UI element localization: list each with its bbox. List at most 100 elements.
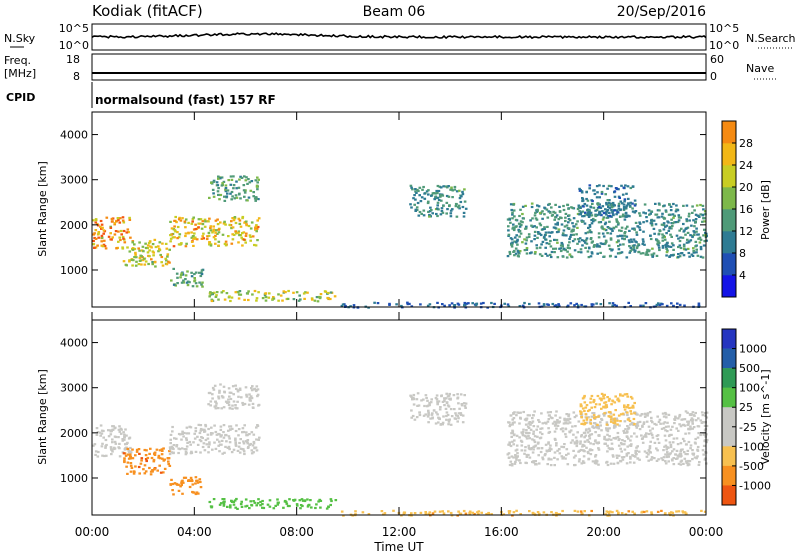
data-cell (169, 438, 172, 441)
data-cell (514, 218, 518, 221)
data-cell (629, 410, 632, 413)
data-cell (551, 422, 555, 425)
data-cell (462, 215, 466, 218)
data-cell (196, 435, 199, 438)
data-cell (463, 188, 466, 191)
data-cell (691, 234, 695, 237)
data-cell (611, 447, 614, 451)
data-cell (411, 397, 414, 400)
data-cell (93, 232, 96, 235)
data-cell (329, 297, 332, 301)
data-cell (126, 461, 130, 464)
data-cell (641, 413, 644, 416)
data-cell (117, 240, 120, 243)
data-cell (641, 238, 645, 241)
data-cell (628, 419, 632, 423)
data-cell (611, 400, 615, 403)
data-cell (509, 237, 513, 240)
data-cell (176, 225, 180, 229)
data-cell (610, 203, 614, 206)
data-cell (521, 304, 525, 307)
data-cell (122, 229, 126, 233)
data-cell (671, 425, 674, 428)
data-cell (143, 464, 147, 467)
data-cell (691, 458, 694, 461)
data-cell (179, 219, 183, 222)
data-cell (520, 449, 524, 452)
data-cell (439, 406, 442, 409)
data-cell (166, 255, 169, 258)
data-cell (418, 186, 422, 189)
data-cell (555, 442, 558, 445)
data-cell (418, 194, 421, 197)
data-cell (583, 202, 587, 206)
data-cell (689, 239, 693, 242)
data-cell (524, 227, 527, 230)
data-cell (601, 232, 605, 235)
data-cell (693, 209, 696, 212)
data-cell (590, 449, 594, 452)
data-cell (114, 442, 118, 445)
data-cell (691, 420, 694, 423)
data-cell (228, 407, 232, 410)
data-cell (509, 221, 512, 224)
data-cell (617, 195, 621, 198)
data-cell (584, 232, 588, 235)
data-cell (445, 397, 448, 400)
data-cell (639, 304, 642, 307)
data-cell (633, 512, 636, 515)
data-cell (141, 245, 145, 248)
data-cell (139, 462, 143, 465)
data-cell (651, 436, 655, 439)
data-cell (521, 241, 524, 244)
data-cell (104, 445, 107, 448)
data-cell (461, 190, 464, 193)
data-cell (146, 246, 149, 250)
data-cell (692, 247, 695, 250)
data-cell (441, 510, 444, 513)
data-cell (703, 228, 706, 231)
data-cell (553, 456, 556, 459)
data-cell (416, 188, 419, 192)
data-cell (688, 460, 692, 463)
data-cell (699, 248, 703, 251)
data-cell (276, 498, 279, 501)
data-cell (477, 513, 480, 516)
colorbar-segment (722, 387, 736, 408)
data-cell (239, 197, 242, 200)
data-cell (688, 255, 691, 258)
data-cell (555, 214, 559, 217)
data-cell (626, 185, 630, 188)
data-cell (417, 214, 421, 217)
data-cell (244, 189, 247, 192)
data-cell (250, 389, 254, 392)
data-cell (705, 411, 709, 414)
data-cell (435, 411, 438, 414)
data-cell (576, 212, 580, 216)
data-cell (684, 248, 688, 251)
data-cell (135, 256, 138, 259)
data-cell (611, 302, 615, 305)
data-cell (113, 427, 117, 430)
data-cell (516, 249, 520, 252)
data-cell (200, 272, 204, 276)
data-cell (129, 470, 133, 473)
data-cell (146, 244, 150, 247)
data-cell (623, 237, 626, 240)
data-cell (641, 242, 645, 246)
data-cell (438, 510, 442, 513)
data-cell (128, 450, 132, 453)
data-cell (437, 416, 440, 419)
data-cell (158, 464, 161, 467)
data-cell (247, 290, 250, 293)
data-cell (604, 406, 607, 409)
data-cell (100, 445, 104, 448)
data-cell (558, 247, 561, 250)
data-cell (660, 509, 663, 512)
data-cell (121, 219, 125, 222)
data-cell (587, 256, 591, 259)
data-cell (195, 479, 198, 482)
data-cell (113, 233, 117, 236)
data-cell (610, 209, 613, 212)
data-cell (607, 512, 611, 515)
